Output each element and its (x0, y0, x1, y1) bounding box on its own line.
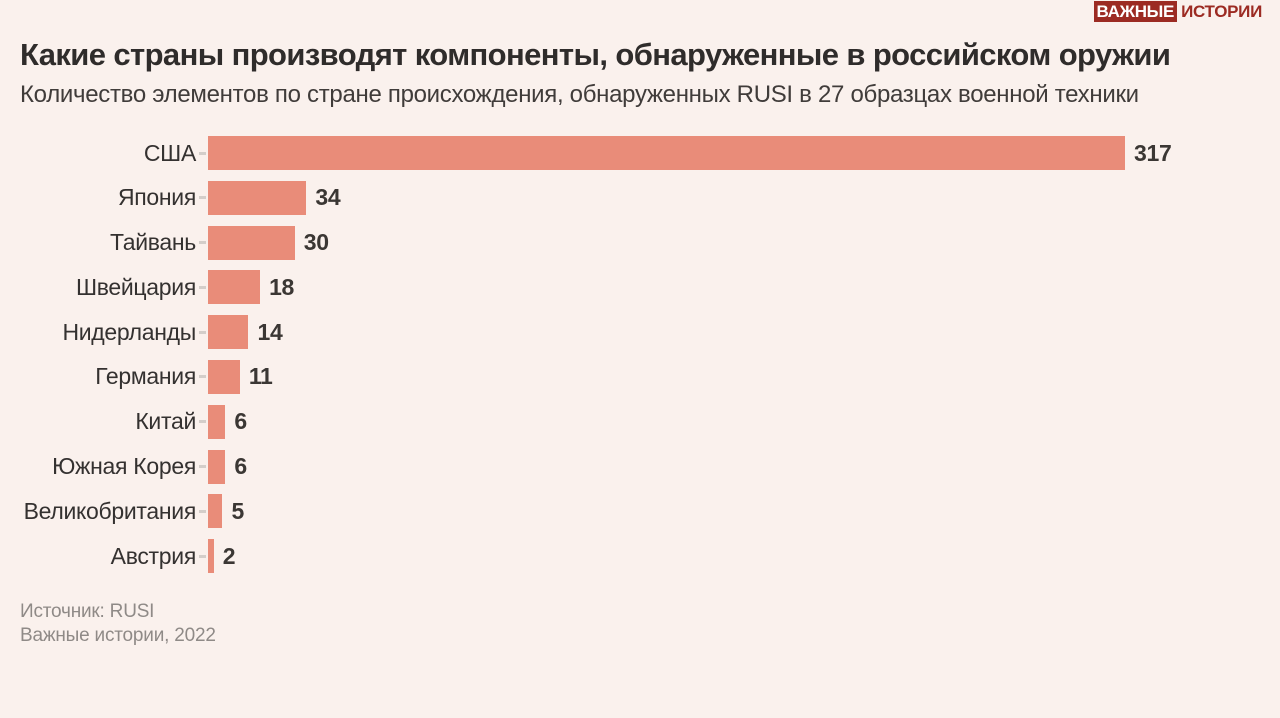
bar-row: Тайвань 30 (20, 225, 1280, 260)
axis-gutter (196, 285, 208, 289)
value-label: 6 (234, 453, 247, 480)
axis-gutter (196, 554, 208, 558)
tick-mark (198, 420, 206, 424)
category-label: Германия (95, 363, 196, 390)
tick-mark (198, 375, 206, 379)
bar-row: Швейцария 18 (20, 270, 1280, 305)
chart-footer: Источник: RUSI Важные истории, 2022 (0, 600, 1280, 648)
axis-gutter (196, 241, 208, 245)
value-label: 30 (303, 229, 329, 256)
bar-row: Австрия 2 (20, 539, 1280, 574)
tick-mark (198, 330, 206, 334)
bar-row: Южная Корея 6 (20, 449, 1280, 484)
value-label: 5 (231, 497, 244, 524)
credit-line: Важные истории, 2022 (20, 625, 216, 647)
tick-mark (198, 554, 206, 558)
value-label: 34 (315, 184, 341, 211)
category-label: Австрия (110, 542, 197, 569)
bar-row: США 317 (20, 136, 1280, 170)
bar (208, 404, 226, 439)
bar (208, 449, 226, 484)
category-label: Китай (135, 408, 196, 435)
axis-gutter (196, 151, 208, 155)
bar (208, 270, 261, 305)
category-label: Швейцария (75, 273, 196, 300)
tick-mark (198, 285, 206, 289)
axis-gutter (196, 509, 208, 513)
chart-title: Какие страны производят компоненты, обна… (20, 37, 1171, 72)
bar (208, 539, 214, 574)
bar (208, 315, 249, 350)
axis-gutter (196, 465, 208, 469)
chart-subtitle: Количество элементов по стране происхожд… (20, 81, 1139, 108)
category-label: США (143, 139, 196, 166)
axis-gutter (196, 420, 208, 424)
category-label: Нидерланды (62, 318, 196, 345)
tick-mark (198, 151, 206, 155)
bar-row: Япония 34 (20, 180, 1280, 215)
category-label: Южная Корея (52, 453, 196, 480)
logo-word-istorii: ИСТОРИИ (1181, 2, 1262, 21)
axis-gutter (196, 375, 208, 379)
vazhnye-istorii-logo: ВАЖНЫЕ ИСТОРИИ (1093, 1, 1262, 22)
bar (208, 136, 1125, 170)
category-label: Япония (117, 184, 196, 211)
value-label: 18 (269, 273, 295, 300)
bar-chart-area: США 317 Япония 34 Тайвань 30 Швейцария 1… (0, 136, 1280, 574)
chart-header: Какие страны производят компоненты, обна… (0, 0, 1280, 109)
value-label: 14 (257, 318, 283, 345)
bar-row: Китай 6 (20, 404, 1280, 439)
axis-gutter (196, 196, 208, 200)
tick-mark (198, 241, 206, 245)
tick-mark (198, 465, 206, 469)
tick-mark (198, 509, 206, 513)
bar (208, 359, 240, 394)
tick-mark (198, 196, 206, 200)
category-label: Великобритания (23, 497, 197, 524)
bar (208, 225, 295, 260)
source-line: Источник: RUSI (20, 601, 155, 623)
bar (208, 180, 307, 215)
value-label: 6 (234, 408, 247, 435)
axis-gutter (196, 330, 208, 334)
bar-row: Великобритания 5 (20, 494, 1280, 529)
bar (208, 494, 223, 529)
value-label: 11 (248, 363, 273, 390)
bar-row: Нидерланды 14 (20, 315, 1280, 350)
value-label: 317 (1134, 139, 1172, 166)
logo-word-vazhnye: ВАЖНЫЕ (1093, 1, 1178, 22)
value-label: 2 (222, 542, 236, 569)
bar-row: Германия 11 (20, 359, 1280, 394)
category-label: Тайвань (110, 229, 196, 256)
